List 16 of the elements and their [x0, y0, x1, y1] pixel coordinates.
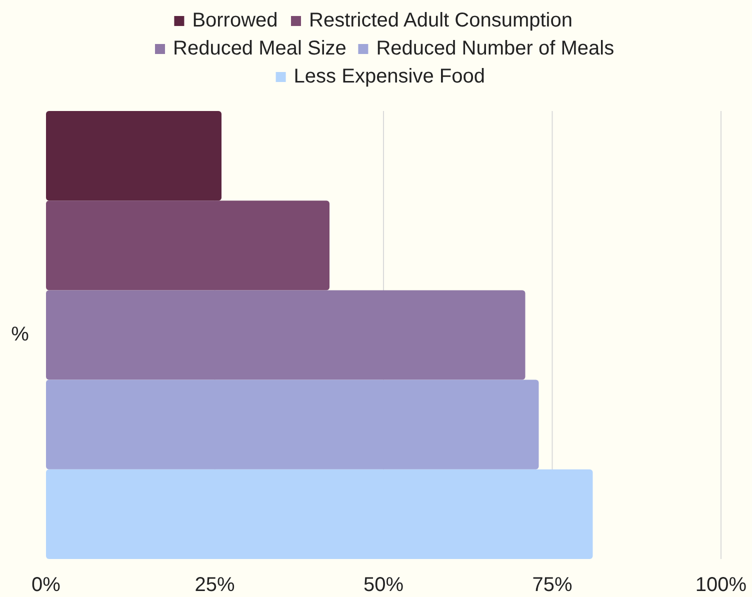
x-tick-label: 0% — [32, 574, 61, 596]
legend-label: Reduced Meal Size — [173, 37, 346, 60]
legend-label: Borrowed — [192, 9, 278, 32]
bar — [46, 200, 330, 290]
y-axis-title: % — [11, 323, 30, 346]
legend-label: Reduced Number of Meals — [376, 37, 614, 60]
bar — [46, 469, 593, 559]
x-tick-label: 25% — [194, 574, 235, 596]
x-tick-label: 100% — [695, 574, 747, 596]
bar — [46, 290, 526, 380]
bar — [46, 111, 222, 201]
x-tick-label: 50% — [363, 574, 404, 596]
bar — [46, 380, 539, 470]
legend-label: Restricted Adult Consumption — [309, 9, 572, 32]
legend-label: Less Expensive Food — [294, 65, 486, 88]
x-tick-label: 75% — [532, 574, 572, 596]
